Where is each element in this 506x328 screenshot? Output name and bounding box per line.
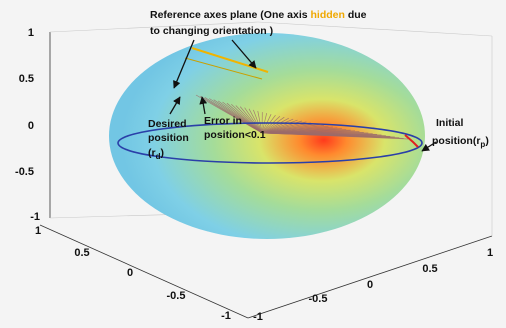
trajectory-line bbox=[261, 114, 276, 134]
back-frame bbox=[49, 21, 493, 236]
z-tick: -1 bbox=[30, 211, 40, 223]
z-tick: 1 bbox=[28, 27, 34, 39]
error-label: Error in bbox=[204, 115, 242, 127]
arrow-reference-2 bbox=[231, 39, 257, 69]
reference-axis-line-2 bbox=[184, 57, 263, 80]
trajectory-line bbox=[261, 119, 298, 134]
axes-frame bbox=[39, 32, 493, 319]
trajectory-line bbox=[261, 116, 285, 134]
trajectory-line bbox=[253, 109, 263, 134]
right-tick: 0.5 bbox=[422, 263, 437, 275]
initial-position-label-2: position(rp) bbox=[432, 135, 489, 149]
error-label-2: position<0.1 bbox=[204, 129, 266, 141]
left-tick: -0.5 bbox=[167, 290, 186, 302]
z-tick: 0.5 bbox=[19, 73, 34, 85]
left-tick: -1 bbox=[221, 310, 231, 322]
trajectory-line bbox=[226, 102, 263, 134]
z-tick: -0.5 bbox=[15, 166, 34, 178]
trajectory-fan bbox=[195, 94, 409, 140]
arrow-initial bbox=[421, 141, 437, 152]
reference-plane-label: Reference axes plane (One axis hidden du… bbox=[150, 9, 367, 21]
desired-position-label: Desired bbox=[148, 118, 187, 130]
right-tick: -1 bbox=[253, 311, 263, 323]
arrow-error bbox=[199, 96, 208, 115]
left-tick: 1 bbox=[35, 225, 41, 237]
arrow-reference-1 bbox=[173, 39, 195, 89]
trajectory-line bbox=[257, 110, 263, 134]
trajectory-line bbox=[261, 132, 409, 140]
right-tick: 0 bbox=[367, 279, 373, 291]
left-axis-ticks: 1 0.5 0 -0.5 -1 bbox=[35, 225, 231, 322]
z-tick: 0 bbox=[28, 120, 34, 132]
initial-position-marker bbox=[404, 134, 419, 148]
reference-plane-label-line2: to changing orientation ) bbox=[150, 25, 273, 37]
annotation-arrows bbox=[169, 39, 437, 152]
right-tick: 1 bbox=[487, 247, 493, 259]
trajectory-line bbox=[261, 115, 281, 134]
right-tick: -0.5 bbox=[309, 293, 328, 305]
equator-circle bbox=[117, 122, 423, 164]
initial-position-label: Initial bbox=[436, 117, 464, 129]
trajectory-line bbox=[244, 107, 263, 134]
trajectory-line bbox=[235, 105, 263, 134]
desired-position-label-2: position bbox=[148, 132, 189, 144]
trajectory-line bbox=[239, 106, 263, 134]
trajectory-line bbox=[261, 118, 294, 134]
desired-position-label-3: (rd) bbox=[148, 147, 164, 161]
arrow-desired bbox=[169, 96, 181, 115]
left-base-axis bbox=[39, 224, 249, 319]
trajectory-line bbox=[248, 108, 263, 134]
sphere-surface bbox=[109, 33, 425, 239]
trajectory-line bbox=[231, 104, 263, 134]
right-base-axis bbox=[247, 235, 493, 319]
left-tick: 0 bbox=[127, 267, 133, 279]
trajectory-line bbox=[261, 117, 289, 134]
z-axis-ticks: 1 0.5 0 -0.5 -1 bbox=[15, 27, 40, 223]
right-axis-ticks: 1 0.5 0 -0.5 -1 bbox=[253, 247, 493, 323]
left-tick: 0.5 bbox=[74, 247, 89, 259]
